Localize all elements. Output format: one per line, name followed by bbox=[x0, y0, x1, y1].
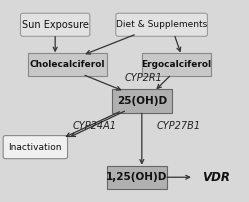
FancyBboxPatch shape bbox=[107, 166, 167, 189]
Text: 1,25(OH)D: 1,25(OH)D bbox=[106, 172, 168, 182]
FancyBboxPatch shape bbox=[116, 13, 207, 36]
Text: CYP2R1: CYP2R1 bbox=[124, 73, 162, 83]
Text: CYP24A1: CYP24A1 bbox=[73, 121, 117, 131]
Text: 25(OH)D: 25(OH)D bbox=[117, 96, 167, 106]
FancyBboxPatch shape bbox=[20, 13, 90, 36]
FancyBboxPatch shape bbox=[28, 53, 107, 76]
FancyBboxPatch shape bbox=[112, 89, 172, 113]
Text: Sun Exposure: Sun Exposure bbox=[22, 20, 89, 30]
FancyBboxPatch shape bbox=[142, 53, 211, 76]
Text: Ergocalciferol: Ergocalciferol bbox=[141, 60, 212, 69]
Text: Cholecalciferol: Cholecalciferol bbox=[30, 60, 105, 69]
Text: CYP27B1: CYP27B1 bbox=[157, 121, 201, 131]
Text: VDR: VDR bbox=[202, 171, 230, 184]
FancyBboxPatch shape bbox=[3, 136, 67, 159]
Text: Diet & Supplements: Diet & Supplements bbox=[116, 20, 207, 29]
Text: Inactivation: Inactivation bbox=[9, 143, 62, 152]
